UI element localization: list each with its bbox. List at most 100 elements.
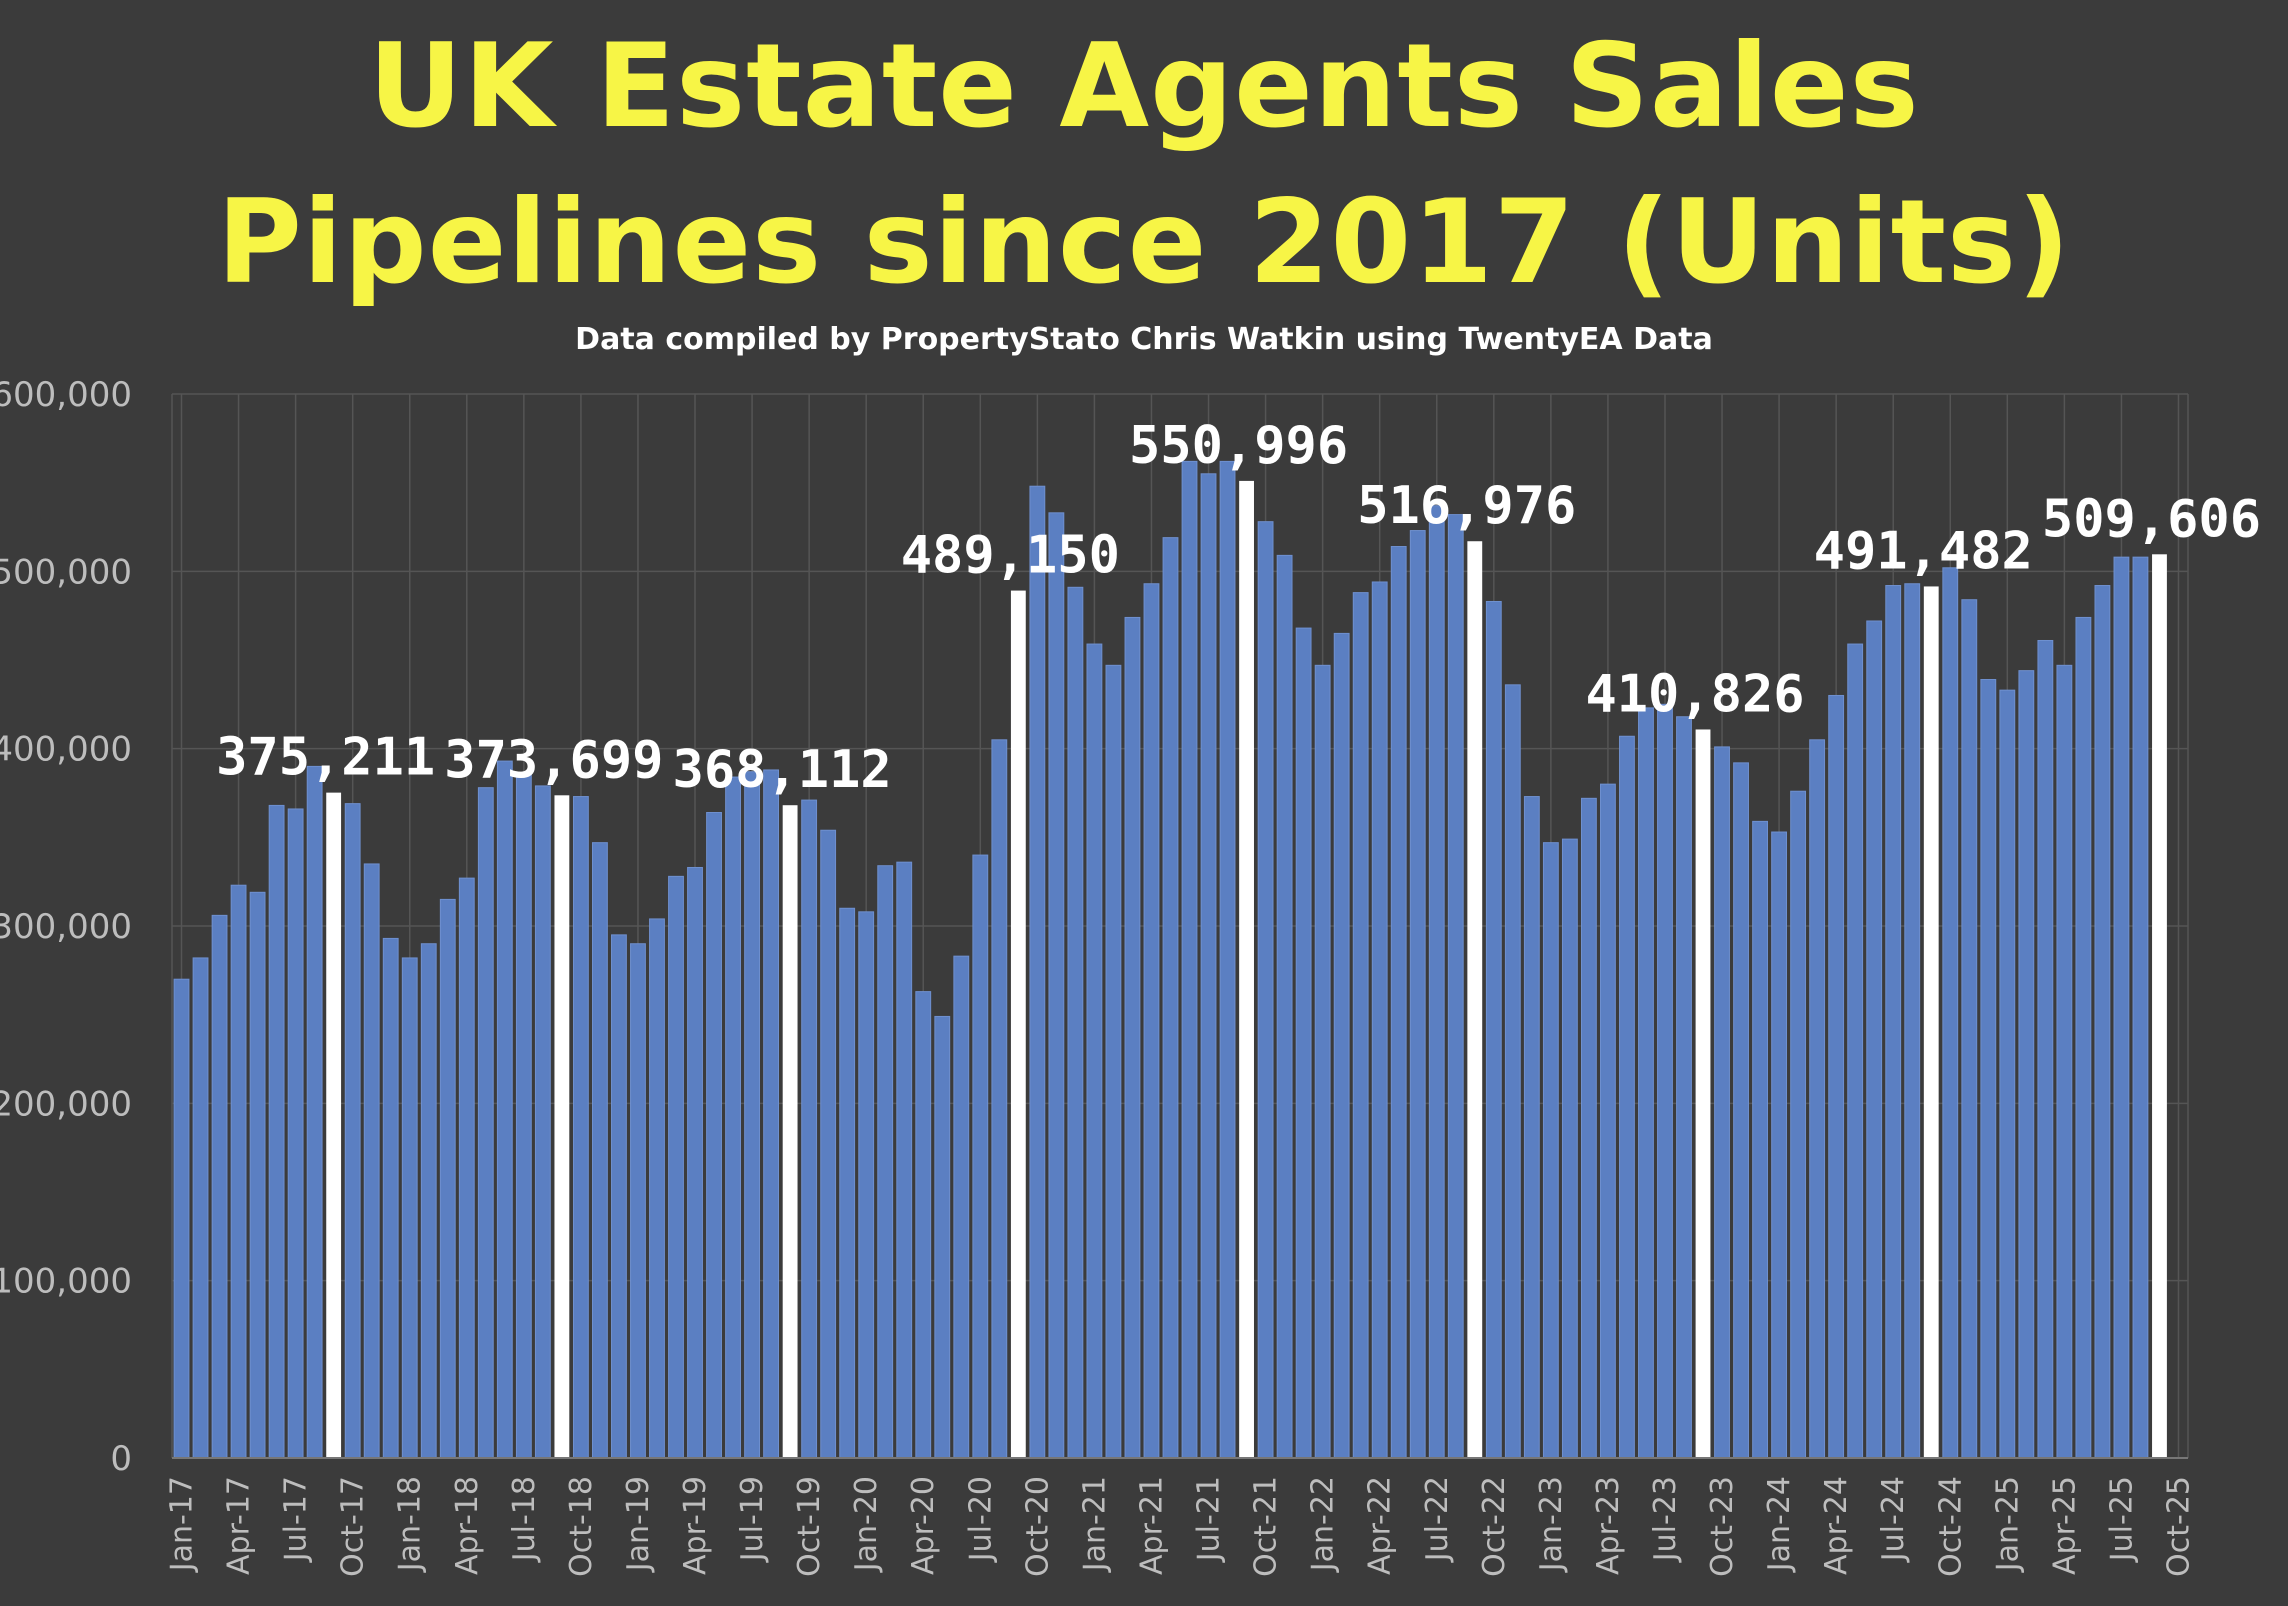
bar [1257, 521, 1274, 1459]
bar [401, 957, 418, 1459]
y-tick-label: 200,000 [0, 1084, 132, 1124]
x-tick-label: Oct-22 [1477, 1476, 1512, 1577]
bar [173, 978, 190, 1459]
bar [1276, 554, 1293, 1459]
bar [420, 943, 437, 1459]
bar [1352, 592, 1369, 1459]
bar [1771, 831, 1788, 1459]
bar [896, 861, 913, 1459]
bar [1980, 679, 1997, 1459]
x-tick-label: Jan-21 [1077, 1476, 1112, 1573]
bar [1428, 505, 1445, 1459]
bar [1657, 703, 1673, 1459]
bar [1086, 643, 1103, 1459]
bar [1752, 820, 1768, 1459]
bar [1067, 586, 1084, 1459]
x-tick-label: Apr-21 [1134, 1476, 1169, 1575]
bar [1961, 599, 1978, 1459]
bar [211, 914, 228, 1459]
bar [1866, 620, 1883, 1459]
bar [1029, 485, 1046, 1459]
x-tick-label: Jul-22 [1420, 1476, 1455, 1563]
bar [363, 863, 380, 1459]
chart-title-line-2: Pipelines since 2017 (Units) [216, 175, 2072, 310]
bar [934, 1015, 951, 1459]
x-tick-label: Apr-25 [2047, 1476, 2082, 1575]
bar [458, 877, 475, 1459]
bar [477, 787, 494, 1459]
bar [1885, 585, 1902, 1459]
bar [611, 934, 627, 1459]
bar [649, 918, 665, 1459]
x-tick-label: Oct-17 [336, 1476, 371, 1577]
y-tick-label: 600,000 [0, 375, 132, 415]
bar-highlight [1923, 586, 1939, 1458]
bar [534, 785, 551, 1459]
x-tick-label: Oct-18 [564, 1476, 599, 1577]
chart-subtitle: Data compiled by PropertyStato Chris Wat… [575, 322, 1713, 357]
bar [249, 891, 266, 1459]
chart-title-line-1: UK Estate Agents Sales [368, 19, 1920, 154]
data-label: 368,112 [673, 740, 892, 800]
x-tick-label: Jul-19 [735, 1476, 770, 1563]
bar-highlight [1467, 541, 1483, 1458]
bar [230, 884, 247, 1459]
bar [877, 865, 894, 1459]
bar [839, 907, 856, 1459]
y-tick-label: 400,000 [0, 730, 132, 770]
x-tick-label: Oct-23 [1705, 1476, 1740, 1577]
data-label: 489,150 [901, 526, 1120, 586]
data-label: 410,826 [1585, 664, 1804, 724]
bar [1048, 512, 1065, 1459]
bar [287, 808, 304, 1459]
bar [2132, 556, 2149, 1459]
bar [725, 776, 741, 1459]
data-label: 491,482 [1814, 521, 2033, 581]
x-tick-label: Jan-17 [165, 1476, 200, 1573]
bar [2018, 670, 2035, 1459]
bar [2056, 664, 2073, 1459]
x-tick-label: Apr-24 [1819, 1476, 1854, 1575]
data-label: 373,699 [444, 730, 663, 790]
data-label: 375,211 [216, 728, 435, 788]
bar [706, 812, 722, 1459]
data-label: 509,606 [2042, 489, 2261, 549]
y-tick-label: 500,000 [0, 552, 132, 592]
bar [1314, 664, 1331, 1459]
bar [1847, 643, 1864, 1459]
bar-highlight [554, 795, 570, 1458]
bar [1638, 707, 1654, 1459]
bar [192, 957, 209, 1459]
bar [1523, 796, 1540, 1459]
bar [1942, 567, 1959, 1459]
bar [439, 898, 456, 1459]
x-tick-label: Apr-20 [906, 1476, 941, 1575]
bar [1371, 581, 1388, 1459]
x-tick-label: Jan-25 [1990, 1476, 2025, 1573]
bar [1828, 694, 1845, 1459]
bar [687, 866, 703, 1459]
x-tick-label: Apr-22 [1363, 1476, 1398, 1575]
y-tick-label: 300,000 [0, 907, 132, 947]
bar [1542, 842, 1559, 1459]
bar [1504, 684, 1521, 1459]
bar [1390, 546, 1407, 1459]
bar [991, 739, 1008, 1459]
bar [1714, 746, 1730, 1459]
x-tick-label: Oct-20 [1020, 1476, 1055, 1577]
x-tick-label: Jan-23 [1534, 1476, 1569, 1573]
bar [1580, 797, 1597, 1459]
bar [1333, 632, 1350, 1459]
bar [630, 943, 646, 1459]
bar [2037, 639, 2054, 1459]
bar [1561, 838, 1578, 1459]
data-label: 550,996 [1129, 416, 1348, 476]
x-tick-label: Jul-17 [279, 1476, 314, 1563]
bar [1733, 762, 1749, 1459]
data-label: 516,976 [1357, 476, 1576, 536]
bar [820, 829, 837, 1459]
bar [496, 760, 513, 1459]
x-tick-label: Jul-24 [1876, 1476, 1911, 1563]
bar [1485, 600, 1502, 1459]
bar [1790, 790, 1807, 1459]
